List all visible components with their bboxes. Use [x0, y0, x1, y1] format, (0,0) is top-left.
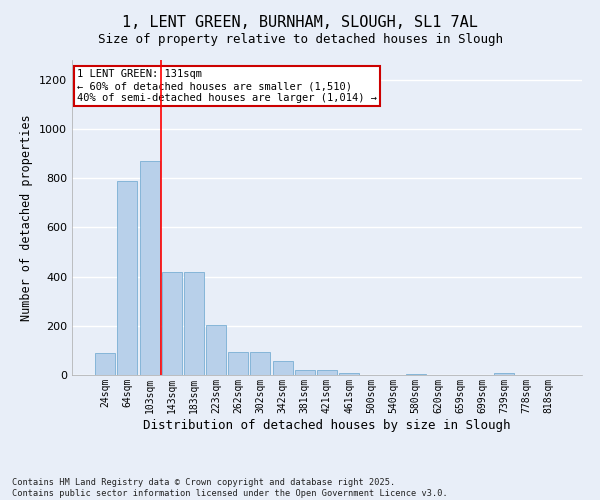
Y-axis label: Number of detached properties: Number of detached properties	[20, 114, 34, 321]
Bar	[317, 370, 337, 375]
Text: 1, LENT GREEN, BURNHAM, SLOUGH, SL1 7AL: 1, LENT GREEN, BURNHAM, SLOUGH, SL1 7AL	[122, 15, 478, 30]
Bar	[184, 272, 204, 375]
Bar	[250, 352, 271, 375]
Text: Contains HM Land Registry data © Crown copyright and database right 2025.
Contai: Contains HM Land Registry data © Crown c…	[12, 478, 448, 498]
Bar	[206, 324, 226, 375]
Bar	[140, 161, 160, 375]
X-axis label: Distribution of detached houses by size in Slough: Distribution of detached houses by size …	[143, 418, 511, 432]
Bar	[162, 272, 182, 375]
Text: Size of property relative to detached houses in Slough: Size of property relative to detached ho…	[97, 32, 503, 46]
Text: 1 LENT GREEN: 131sqm
← 60% of detached houses are smaller (1,510)
40% of semi-de: 1 LENT GREEN: 131sqm ← 60% of detached h…	[77, 70, 377, 102]
Bar	[228, 352, 248, 375]
Bar	[406, 374, 426, 375]
Bar	[494, 372, 514, 375]
Bar	[339, 372, 359, 375]
Bar	[118, 180, 137, 375]
Bar	[95, 353, 115, 375]
Bar	[272, 362, 293, 375]
Bar	[295, 370, 315, 375]
